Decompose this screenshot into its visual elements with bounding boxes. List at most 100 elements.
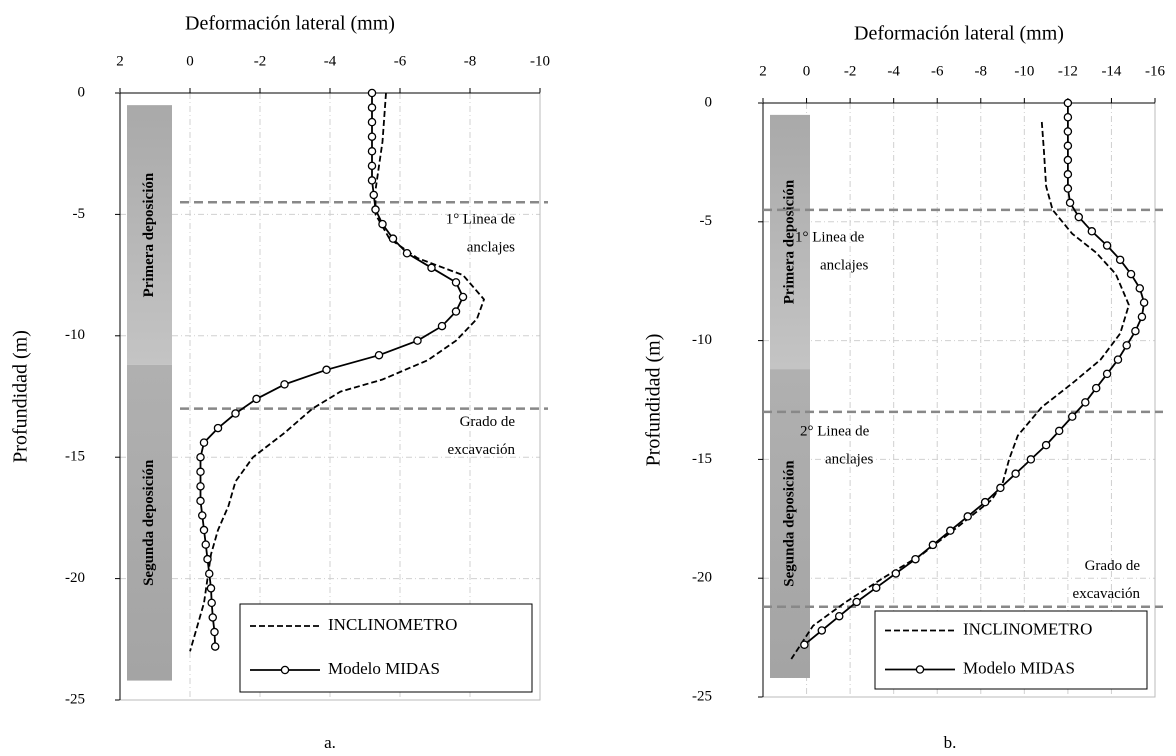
- x-tick-label: 2: [759, 63, 767, 79]
- point: [1041, 440, 1051, 450]
- layer-label: Segunda deposición: [141, 459, 157, 586]
- point: [1063, 141, 1073, 151]
- legend-marker: [280, 665, 290, 675]
- point: [834, 611, 844, 621]
- y-tick-label: -25: [692, 688, 712, 704]
- y-tick-label: -15: [692, 451, 712, 467]
- level-label: anclajes: [825, 451, 873, 467]
- level-label: anclajes: [467, 240, 515, 256]
- point: [280, 380, 289, 389]
- point: [1135, 284, 1145, 293]
- level-label: 1° Linea de: [795, 229, 865, 245]
- point: [367, 132, 377, 141]
- point: [402, 248, 412, 258]
- point: [1063, 155, 1073, 165]
- point: [367, 103, 377, 112]
- x-tick-label: -8: [464, 53, 477, 69]
- y-axis-title: Profundidad (m): [643, 334, 665, 467]
- y-tick-label: -25: [65, 691, 85, 707]
- point: [1102, 369, 1112, 379]
- point: [210, 627, 219, 637]
- level-label: anclajes: [820, 257, 868, 273]
- legend-box: [239, 603, 533, 693]
- x-tick-label: 2: [116, 53, 124, 69]
- legend-box: [874, 610, 1148, 690]
- x-axis-title: Deformación lateral (mm): [854, 23, 1064, 45]
- point: [1081, 398, 1090, 407]
- point: [207, 598, 216, 608]
- x-tick-label: -4: [887, 63, 900, 79]
- y-tick-label: -20: [65, 570, 85, 586]
- point: [911, 554, 920, 564]
- y-tick-label: -5: [700, 213, 713, 229]
- point: [1087, 227, 1097, 236]
- level-label: 1° Linea de: [446, 212, 516, 228]
- level-label: Grado de: [1085, 558, 1141, 574]
- point: [196, 482, 205, 491]
- point: [413, 336, 422, 345]
- point: [252, 394, 261, 404]
- point: [1063, 170, 1073, 179]
- point: [369, 190, 378, 200]
- point: [427, 263, 436, 273]
- legend-label: INCLINOMETRO: [963, 619, 1092, 638]
- point: [367, 88, 377, 98]
- panel-label: a.: [324, 733, 336, 752]
- level-label: excavación: [448, 442, 516, 458]
- point: [1011, 469, 1020, 478]
- y-tick-label: -10: [65, 327, 85, 343]
- legend-marker: [915, 665, 925, 674]
- x-tick-label: -10: [1014, 63, 1034, 79]
- panel: 2 0 -2 -4 -6 -8 -10 0 -5 -10 -15 -20 -25 Primera depo…: [10, 13, 550, 752]
- point: [203, 554, 212, 564]
- point: [371, 205, 380, 214]
- x-tick-label: -2: [844, 63, 857, 79]
- layer-band: [127, 105, 172, 365]
- series-line: [790, 121, 1130, 660]
- x-tick-label: 0: [186, 53, 194, 69]
- point: [367, 117, 377, 127]
- point: [946, 526, 955, 535]
- point: [201, 540, 210, 549]
- x-tick-label: -6: [394, 53, 407, 69]
- x-tick-label: -12: [1058, 63, 1078, 79]
- point: [378, 219, 387, 229]
- x-axis-title: Deformación lateral (mm): [185, 13, 395, 35]
- panel: 2 0 -2 -4 -6 -8 -10 -12 -14 -160-5-10-15-20-25Pri…: [643, 23, 1166, 752]
- x-tick-label: -6: [931, 63, 944, 79]
- point: [1026, 455, 1036, 464]
- point: [928, 540, 938, 550]
- point: [196, 496, 205, 506]
- point: [891, 569, 901, 578]
- x-tick-label: 0: [803, 63, 811, 79]
- y-axis-title: Profundidad (m): [10, 330, 32, 463]
- point: [197, 511, 207, 520]
- layer-label: Segunda deposición: [781, 460, 797, 587]
- legend-label: INCLINOMETRO: [328, 615, 457, 634]
- x-tick-label: -16: [1145, 63, 1165, 79]
- x-tick-label: -8: [975, 63, 988, 79]
- point: [1067, 412, 1077, 421]
- y-tick-label: -15: [65, 449, 85, 465]
- point: [852, 597, 861, 607]
- point: [1126, 269, 1136, 279]
- panel-label: b.: [944, 733, 957, 752]
- point: [817, 626, 827, 635]
- point: [1063, 98, 1073, 108]
- point: [1139, 298, 1149, 307]
- point: [1091, 383, 1101, 393]
- point: [1063, 184, 1073, 193]
- layer-band: [770, 114, 810, 370]
- point: [1063, 127, 1073, 136]
- point: [367, 161, 377, 171]
- level-label: excavación: [1073, 586, 1141, 602]
- x-tick-label: -2: [254, 53, 267, 69]
- point: [1063, 113, 1073, 122]
- point: [210, 642, 220, 651]
- y-tick-label: -5: [73, 206, 86, 222]
- point: [458, 292, 468, 302]
- point: [199, 438, 209, 447]
- point: [1054, 426, 1064, 436]
- point: [206, 584, 216, 593]
